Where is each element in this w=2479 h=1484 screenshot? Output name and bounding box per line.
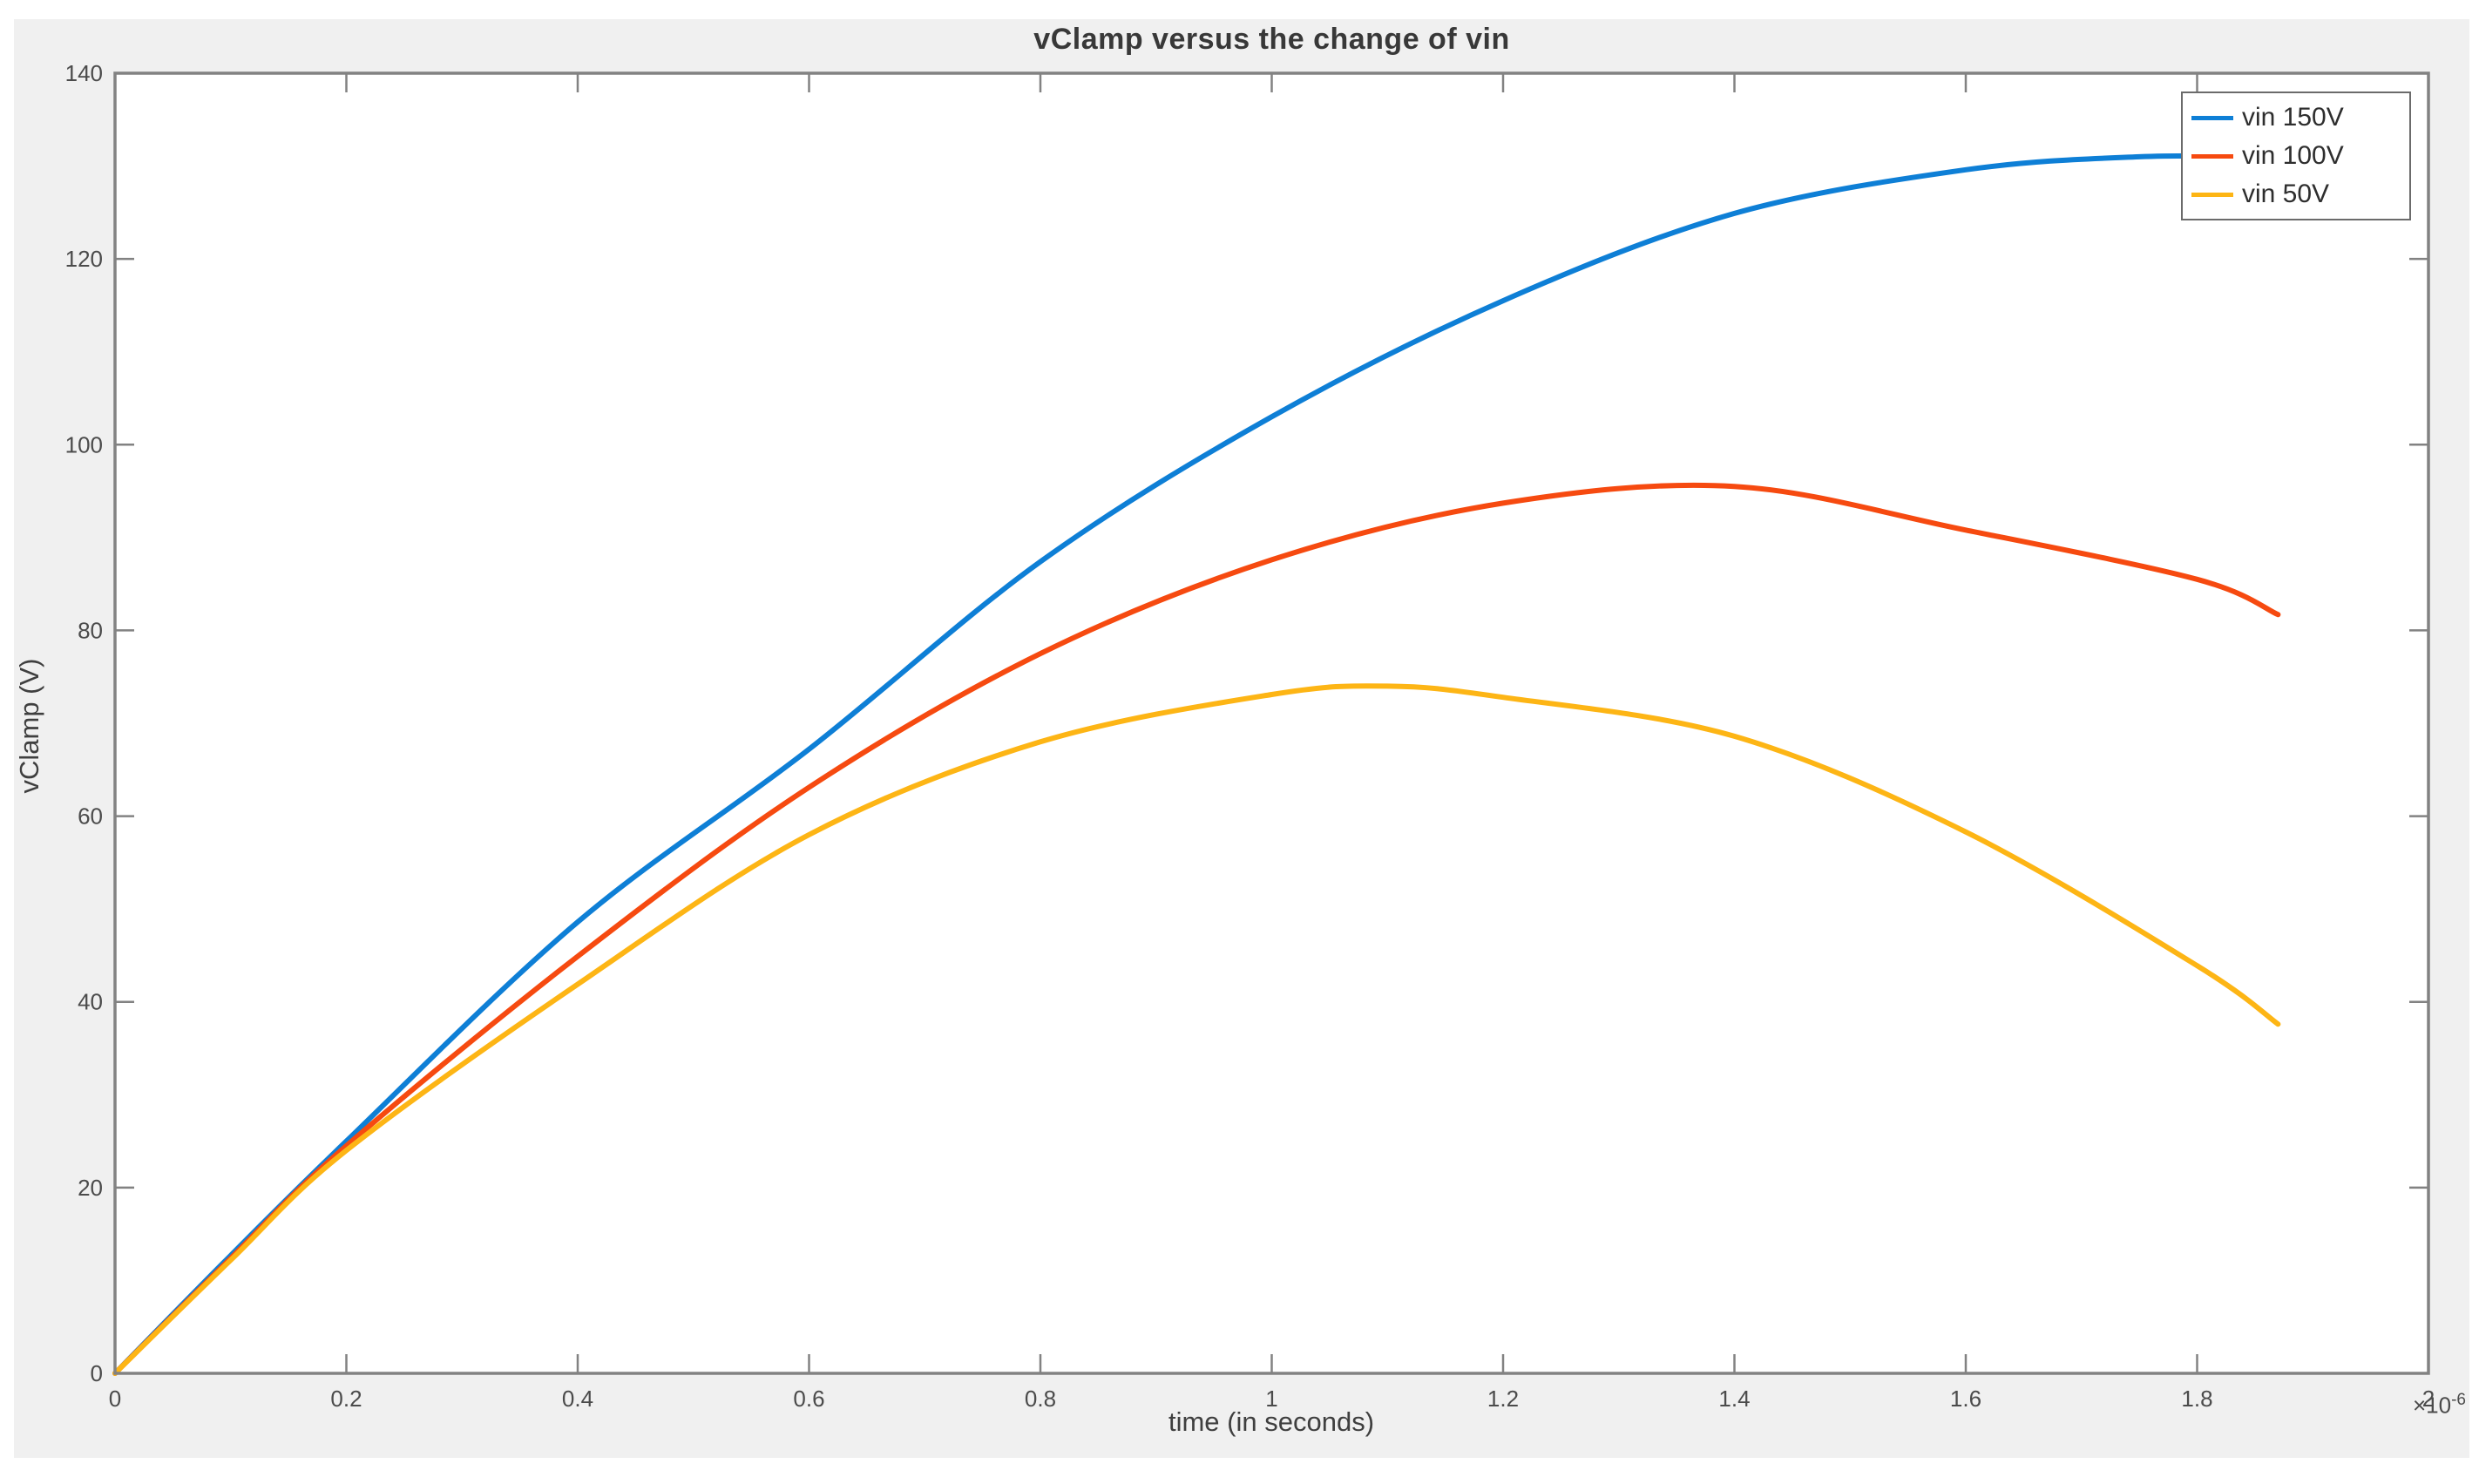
x-tick-label: 1.4 xyxy=(1718,1386,1750,1412)
legend-line-swatch-vin-100v xyxy=(2191,153,2233,159)
legend-label: vin 150V xyxy=(2242,103,2344,132)
y-tick-label: 120 xyxy=(65,246,103,272)
x-tick-label: 2 xyxy=(2422,1386,2435,1412)
y-tick-label: 40 xyxy=(78,989,103,1015)
x-exponent-power: -6 xyxy=(2451,1391,2466,1409)
series-line-vin-150v xyxy=(112,152,2281,1376)
x-axis-label: time (in seconds) xyxy=(1168,1406,1375,1437)
y-tick-label: 140 xyxy=(65,60,103,86)
y-tick-label: 60 xyxy=(78,803,103,830)
x-exponent-base: ×10 xyxy=(2412,1392,2452,1419)
y-axis-label: vClamp (V) xyxy=(14,658,44,794)
x-tick-label: 1.2 xyxy=(1487,1386,1519,1412)
series-line-vin-50v xyxy=(112,683,2281,1376)
x-tick-label: 0 xyxy=(109,1386,121,1412)
y-tick-label: 20 xyxy=(78,1175,103,1201)
x-tick-label: 0.2 xyxy=(330,1386,362,1412)
y-tick-label: 80 xyxy=(78,617,103,643)
chart-title: vClamp versus the change of vin xyxy=(1033,23,1510,56)
plot-background xyxy=(115,73,2428,1373)
x-tick-label: 0.6 xyxy=(793,1386,824,1412)
y-tick-label: 0 xyxy=(91,1360,103,1386)
legend: vin 150V vin 100V vin 50V xyxy=(2181,91,2411,220)
legend-item-vin-100v: vin 100V xyxy=(2191,143,2409,169)
x-tick-label: 1 xyxy=(1265,1386,1277,1412)
legend-line-swatch-vin-150v xyxy=(2191,115,2233,120)
legend-line-swatch-vin-50v xyxy=(2191,192,2233,197)
x-tick-label: 0.8 xyxy=(1025,1386,1056,1412)
x-axis-exponent: ×10-6 xyxy=(2353,1391,2466,1420)
legend-label: vin 50V xyxy=(2242,180,2330,208)
x-tick-label: 0.4 xyxy=(562,1386,593,1412)
y-tick-label: 100 xyxy=(65,431,103,457)
x-tick-label: 1.6 xyxy=(1950,1386,1981,1412)
legend-label: vin 100V xyxy=(2242,141,2344,170)
x-tick-label: 1.8 xyxy=(2181,1386,2212,1412)
legend-item-vin-50v: vin 50V xyxy=(2191,181,2409,207)
series-line-vin-100v xyxy=(112,482,2281,1376)
legend-item-vin-150v: vin 150V xyxy=(2191,105,2409,131)
